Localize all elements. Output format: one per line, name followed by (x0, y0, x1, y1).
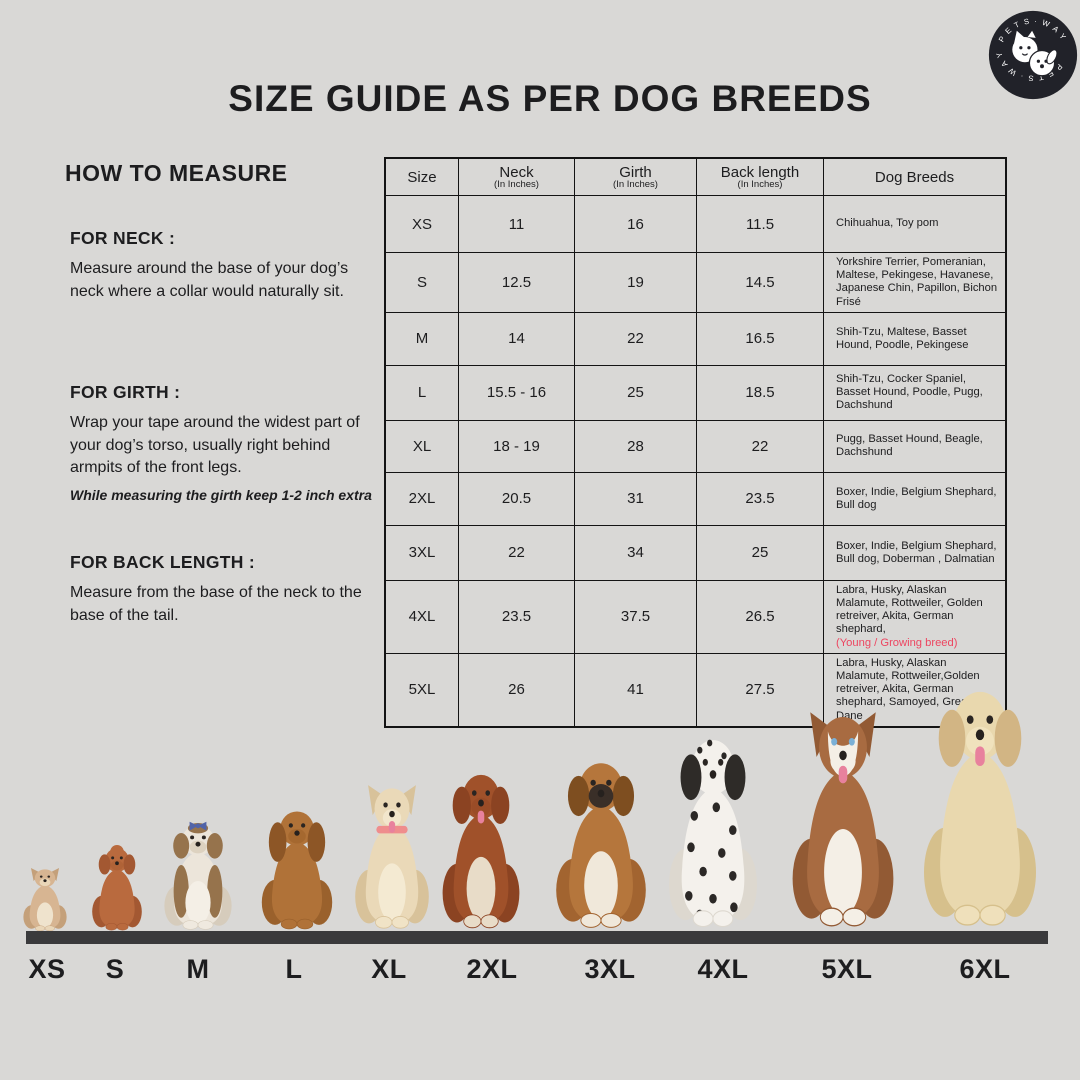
breeds-cell: Pugg, Basset Hound, Beagle, Dachshund (823, 419, 1007, 473)
size-label-l: L (285, 954, 303, 984)
column-header-dog-breeds: Dog Breeds (823, 157, 1007, 196)
how-to-measure-panel: HOW TO MEASURE FOR NECK : Measure around… (65, 160, 385, 624)
how-to-measure-heading: HOW TO MEASURE (65, 160, 288, 186)
for-neck-title: FOR NECK : (70, 228, 176, 248)
for-girth-body: Wrap your tape around the widest part of… (70, 414, 360, 476)
dog-illustration-5xl (780, 709, 906, 938)
dog-illustration-3xl (545, 757, 657, 938)
breeds-cell: Labra, Husky, Alaskan Malamute, Rottweil… (823, 579, 1007, 654)
section-for-neck: FOR NECK : Measure around the base of yo… (70, 228, 375, 303)
table-row-4xl: 4XL 23.5 37.5 26.5 Labra, Husky, Alaskan Mal… (384, 579, 1007, 654)
for-girth-title: FOR GIRTH : (70, 382, 181, 402)
column-header-neck: Neck (In Inches) (458, 157, 575, 196)
table-row-5xl: 5XL 26 41 27.5 Labra, Husky, Alaskan Malamut… (384, 652, 1007, 728)
size-label-6xl: 6XL (959, 954, 1011, 984)
breeds-cell: Shih-Tzu, Cocker Spaniel, Basset Hound, … (823, 364, 1007, 421)
breeds-cell: Yorkshire Terrier, Pomeranian, Maltese, … (823, 252, 1007, 313)
breeds-cell: Boxer, Indie, Belgium Shephard, Bull dog (823, 471, 1007, 526)
size-label-s: S (105, 954, 125, 984)
dog-illustration-2xl (433, 769, 529, 938)
page-title: SIZE GUIDE AS PER DOG BREEDS (228, 78, 872, 119)
table-row-m: M 14 22 16.5 Shih-Tzu, Maltese, Basset Hound… (384, 311, 1007, 366)
brand-logo: P E T S · W A Y P E T S · W A Y (988, 10, 1078, 100)
for-back-length-title: FOR BACK LENGTH : (70, 552, 255, 572)
dog-illustration-6xl (910, 683, 1050, 938)
table-row-l: L 15.5 - 16 25 18.5 Shih-Tzu, Cocker Spaniel… (384, 364, 1007, 421)
size-label-m: M (186, 954, 210, 984)
table-row-xl: XL 18 - 19 28 22 Pugg, Basset Hound, Beagle,… (384, 419, 1007, 473)
column-header-size: Size (384, 157, 459, 196)
section-for-back-length: FOR BACK LENGTH : Measure from the base … (70, 552, 375, 627)
size-guide-table: Size Neck (In Inches) Girth (In Inches) Back … (384, 157, 1007, 728)
dog-illustration-xs (18, 867, 72, 938)
logo-dog-icon (1028, 49, 1058, 77)
dog-illustration-xl (346, 783, 438, 938)
dog-illustration-4xl (658, 733, 768, 938)
floor-bar (26, 931, 1048, 944)
table-row-3xl: 3XL 22 34 25 Boxer, Indie, Belgium Shephard,… (384, 524, 1007, 581)
dog-illustration-m (156, 821, 240, 938)
size-table-body: XS 11 16 11.5 Chihuahua, Toy pom S 12.5 19 14.5 Y… (384, 195, 1007, 728)
size-label-xs: XS (28, 954, 66, 984)
section-for-girth: FOR GIRTH : Wrap your tape around the wi… (70, 382, 375, 503)
for-girth-note: While measuring the girth keep 1-2 inch … (70, 486, 372, 503)
column-header-girth: Girth (In Inches) (574, 157, 697, 196)
breeds-cell: Chihuahua, Toy pom (823, 195, 1007, 253)
for-neck-body: Measure around the base of your dog’s ne… (70, 260, 349, 300)
breeds-cell: Shih-Tzu, Maltese, Basset Hound, Poodle,… (823, 311, 1007, 366)
column-header-back-length: Back length (In Inches) (696, 157, 824, 196)
size-label-5xl: 5XL (821, 954, 873, 984)
table-row-s: S 12.5 19 14.5 Yorkshire Terrier, Pomeranian… (384, 252, 1007, 313)
breeds-note-highlight: (Young / Growing breed) (836, 636, 958, 649)
breeds-cell: Boxer, Indie, Belgium Shephard, Bull dog… (823, 524, 1007, 581)
size-label-2xl: 2XL (466, 954, 518, 984)
size-label-3xl: 3XL (584, 954, 636, 984)
dog-illustration-s (86, 845, 148, 938)
for-back-length-body: Measure from the base of the neck to the… (70, 584, 362, 624)
table-row-xs: XS 11 16 11.5 Chihuahua, Toy pom (384, 195, 1007, 253)
size-label-xl: XL (371, 954, 407, 984)
table-row-2xl: 2XL 20.5 31 23.5 Boxer, Indie, Belgium Sheph… (384, 471, 1007, 526)
size-label-4xl: 4XL (697, 954, 749, 984)
size-table-header-row: Size Neck (In Inches) Girth (In Inches) Back … (384, 157, 1007, 196)
dog-illustration-l (253, 807, 341, 938)
